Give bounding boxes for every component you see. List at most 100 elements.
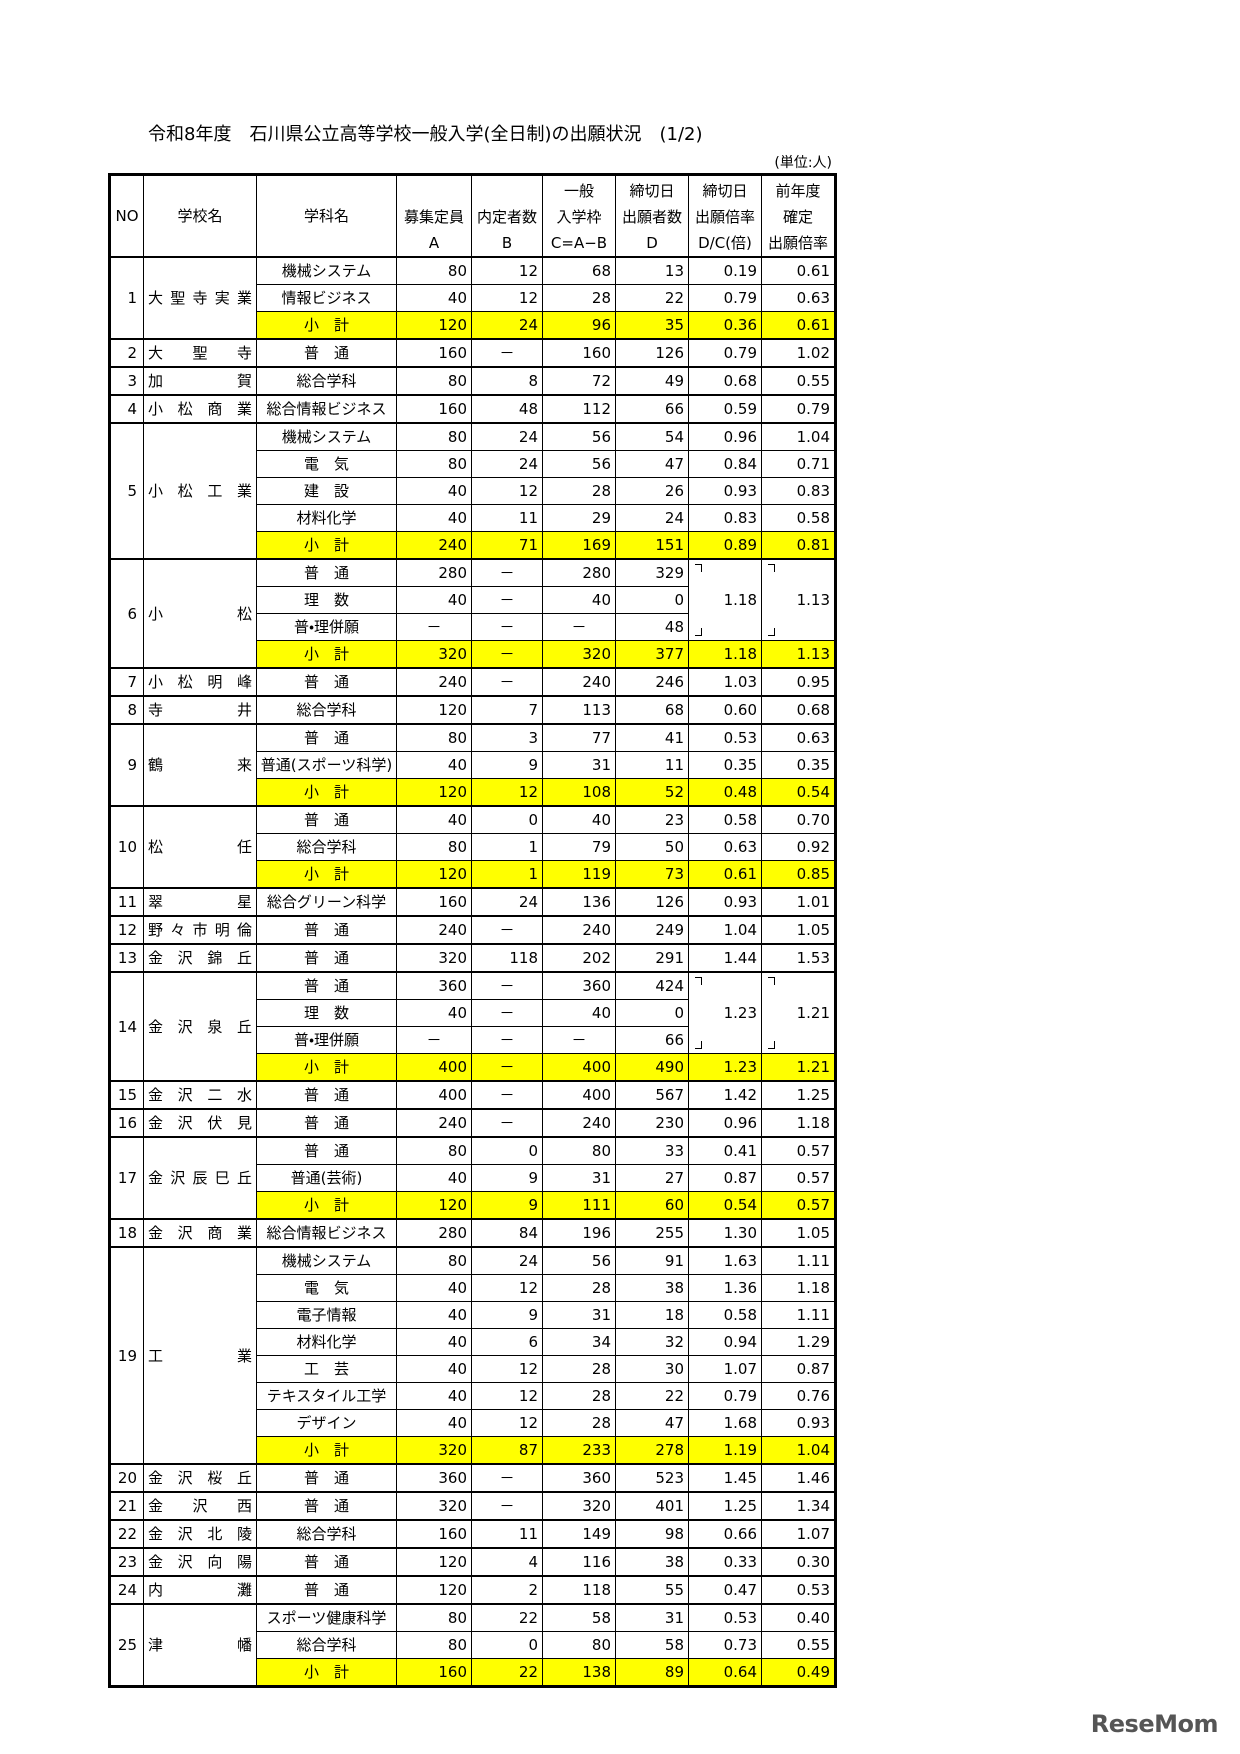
header-cell: 一般 入学枠 C=A−B <box>542 174 616 258</box>
cell: 1.25 <box>761 1080 836 1110</box>
school-name: 金沢西 <box>143 1491 257 1521</box>
cell: 1.36 <box>688 1274 762 1302</box>
cell: 111 <box>542 1191 616 1220</box>
department: 機械システム <box>256 1246 397 1275</box>
cell: 80 <box>542 1631 616 1659</box>
cell: 1.45 <box>688 1463 762 1493</box>
cell: － <box>542 613 616 641</box>
cell: 11 <box>471 504 543 532</box>
cell: 567 <box>615 1080 689 1110</box>
header-cell: 締切日 出願倍率 D/C(倍) <box>688 174 762 258</box>
cell: 120 <box>396 1547 472 1577</box>
subtotal-row: 小 計 400 － 400 490 1.23 1.21 <box>110 1053 836 1082</box>
cell: 12 <box>471 1355 543 1383</box>
row: 6 小松普 通 280 － 280 329 1.18 1.13 <box>109 558 836 669</box>
bracket-bottom <box>695 628 702 636</box>
cell: 9 <box>471 1164 543 1192</box>
header-row: NO 学校名 学科名 募集定員 A 内定者数 B 一般 入学枠 C=A−B 締切日 出願者数 D 締切日出… <box>109 174 836 258</box>
cell: 1.46 <box>761 1463 836 1493</box>
cell: 60 <box>615 1191 689 1220</box>
cell: 320 <box>542 640 616 669</box>
row: 11 翠星 総合グリーン科学 160 24 136 126 0.93 1.01 <box>109 887 836 917</box>
cell: 40 <box>396 999 472 1027</box>
cell: 32 <box>615 1328 689 1356</box>
department: 普 通 <box>256 1491 397 1521</box>
department: デザイン <box>256 1409 397 1437</box>
row: 電 気 40 12 28 38 1.36 1.18 <box>110 1274 836 1302</box>
bracket-top <box>695 977 702 985</box>
cell: 22 <box>471 1603 543 1632</box>
combined-rate: 1.23 <box>688 971 762 1054</box>
school-name: 金沢商業 <box>143 1218 257 1248</box>
cell: 0.87 <box>688 1164 762 1192</box>
cell: 22 <box>615 1382 689 1410</box>
school-no: 7 <box>109 667 144 697</box>
cell: 66 <box>615 1026 689 1054</box>
cell: 400 <box>542 1053 616 1082</box>
school-name: 大聖寺実業 <box>143 256 257 340</box>
cell: － <box>471 613 543 641</box>
cell: 7 <box>471 695 543 725</box>
cell: 40 <box>396 1301 472 1329</box>
cell: 1.18 <box>688 640 762 669</box>
cell: 40 <box>396 586 472 614</box>
cell: 119 <box>542 860 616 889</box>
cell: 0 <box>471 805 543 834</box>
cell: 108 <box>542 778 616 807</box>
cell: 1.18 <box>761 1274 836 1302</box>
school-no: 25 <box>109 1603 144 1687</box>
cell: 120 <box>396 1575 472 1605</box>
cell: 0.61 <box>761 256 836 285</box>
cell: 0.54 <box>761 778 836 807</box>
cell: 0.35 <box>761 751 836 779</box>
school-no: 15 <box>109 1080 144 1110</box>
cell: 160 <box>396 338 472 368</box>
school-name: 小松工業 <box>143 422 257 560</box>
cell: 320 <box>396 640 472 669</box>
cell: － <box>471 558 543 587</box>
school-name: 寺井 <box>143 695 257 725</box>
cell: － <box>471 338 543 368</box>
cell: 0.79 <box>688 284 762 312</box>
department: 普 通 <box>256 943 397 973</box>
cell: 1.30 <box>688 1218 762 1248</box>
cell: 120 <box>396 860 472 889</box>
department: 工 芸 <box>256 1355 397 1383</box>
department: 小 計 <box>256 1436 397 1465</box>
school-name: 大聖寺 <box>143 338 257 368</box>
cell: 0.85 <box>761 860 836 889</box>
cell: 149 <box>542 1519 616 1549</box>
school-name: 津幡 <box>143 1603 257 1687</box>
cell: 6 <box>471 1328 543 1356</box>
row: 理 数 40 － 40 0 <box>110 999 836 1027</box>
department: 小 計 <box>256 1053 397 1082</box>
cell: 80 <box>542 1136 616 1165</box>
school-no: 6 <box>109 558 144 669</box>
department: 普 通 <box>256 1080 397 1110</box>
cell: 55 <box>615 1575 689 1605</box>
cell: 151 <box>615 531 689 560</box>
row: 電 気 80 24 56 47 0.84 0.71 <box>110 450 836 478</box>
cell: 1.19 <box>688 1436 762 1465</box>
cell: 136 <box>542 887 616 917</box>
cell: － <box>471 999 543 1027</box>
cell: 56 <box>542 1246 616 1275</box>
cell: 52 <box>615 778 689 807</box>
cell: 28 <box>542 1382 616 1410</box>
cell: 24 <box>615 504 689 532</box>
cell: 0.84 <box>688 450 762 478</box>
cell: 89 <box>615 1658 689 1687</box>
cell: 280 <box>396 1218 472 1248</box>
school-no: 2 <box>109 338 144 368</box>
department: 普・理併願 <box>256 1026 397 1054</box>
school-no: 16 <box>109 1108 144 1138</box>
school-no: 23 <box>109 1547 144 1577</box>
cell: 280 <box>396 558 472 587</box>
department: 小 計 <box>256 1658 397 1687</box>
bracket-bottom <box>695 1041 702 1049</box>
cell: 0.79 <box>761 394 836 424</box>
cell: 41 <box>615 723 689 752</box>
cell: 360 <box>542 1463 616 1493</box>
school-no: 5 <box>109 422 144 560</box>
cell: 1.01 <box>761 887 836 917</box>
